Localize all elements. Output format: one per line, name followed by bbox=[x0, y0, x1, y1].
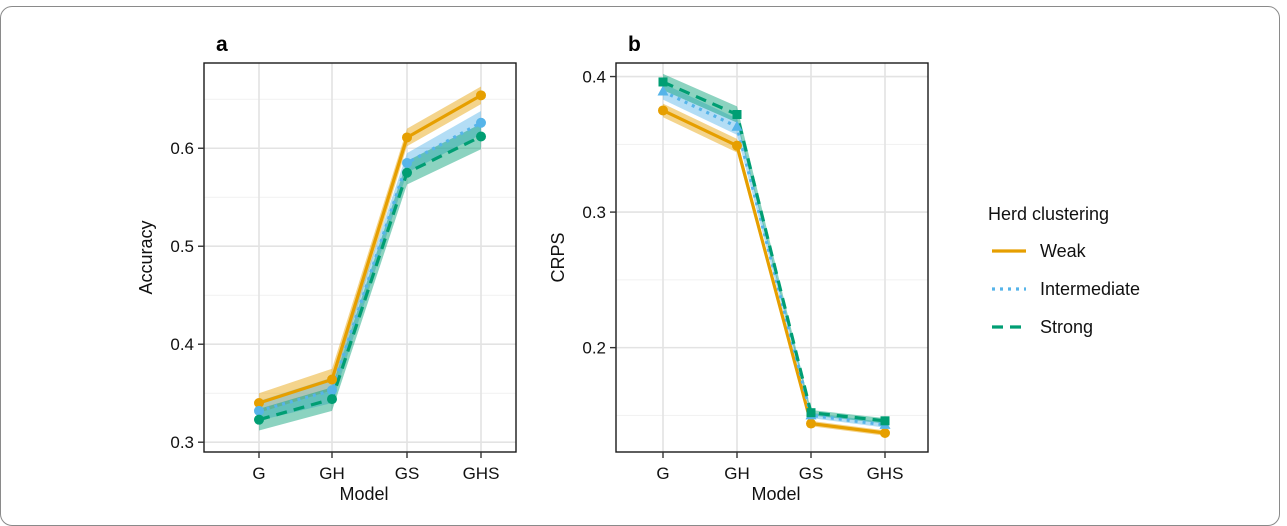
series-line-a-strong bbox=[258, 135, 482, 422]
x-axis-title-a: Model bbox=[339, 484, 388, 504]
y-tick-label-b-1: 0.3 bbox=[582, 203, 606, 222]
panel-border-b bbox=[615, 62, 929, 453]
legend-label-weak: Weak bbox=[1040, 241, 1087, 261]
y-axis-title-a: Accuracy bbox=[136, 220, 156, 294]
x-tick-label-b-1: GH bbox=[724, 464, 750, 483]
series-line-b-weak bbox=[662, 108, 886, 435]
point-b-intermediate-gh bbox=[731, 120, 743, 131]
plot-area-a bbox=[204, 63, 516, 452]
panel-b-crps: 0.2 0.3 0.4 G GH GS GHS Model CRPS b bbox=[548, 33, 929, 504]
point-a-weak-gh bbox=[327, 374, 337, 385]
y-axis-title-b: CRPS bbox=[548, 232, 568, 282]
y-tick-label-a-3: 0.6 bbox=[170, 139, 194, 158]
point-a-weak-ghs bbox=[476, 90, 486, 101]
series-line-b-intermediate bbox=[662, 90, 886, 427]
x-tick-label-b-0: G bbox=[656, 464, 669, 483]
point-a-strong-gs bbox=[402, 167, 412, 178]
point-b-strong-ghs bbox=[880, 416, 890, 426]
y-tick-label-b-2: 0.4 bbox=[582, 68, 606, 87]
ribbon-a-strong bbox=[259, 123, 481, 431]
panel-label-b: b bbox=[628, 33, 641, 56]
point-b-weak-gh bbox=[732, 140, 742, 151]
panel-border-a bbox=[203, 62, 517, 453]
point-b-strong-gh bbox=[732, 110, 742, 120]
x-tick-label-a-2: GS bbox=[395, 464, 420, 483]
y-tick-label-b-0: 0.2 bbox=[582, 339, 606, 358]
point-b-intermediate-g bbox=[657, 85, 669, 96]
ribbon-a-weak bbox=[259, 86, 481, 413]
y-tick-label-a-2: 0.5 bbox=[170, 237, 194, 256]
point-a-intermediate-ghs bbox=[476, 117, 486, 128]
point-a-strong-gh bbox=[327, 394, 337, 405]
point-a-intermediate-gs bbox=[402, 157, 412, 168]
series-line-b-strong bbox=[662, 80, 886, 423]
y-tick-label-a-1: 0.4 bbox=[170, 335, 194, 354]
legend-label-intermediate: Intermediate bbox=[1040, 279, 1140, 299]
x-tick-label-a-0: G bbox=[252, 464, 265, 483]
legend: Herd clustering Weak Intermediate Strong bbox=[988, 204, 1140, 337]
legend-label-strong: Strong bbox=[1040, 317, 1093, 337]
point-b-weak-gs bbox=[806, 418, 816, 429]
x-tick-label-a-1: GH bbox=[319, 464, 345, 483]
point-a-strong-g bbox=[254, 414, 264, 425]
x-tick-label-b-2: GS bbox=[799, 464, 824, 483]
x-axis-title-b: Model bbox=[751, 484, 800, 504]
point-a-intermediate-gh bbox=[327, 385, 337, 396]
y-tick-label-a-0: 0.3 bbox=[170, 433, 194, 452]
series-line-a-weak bbox=[258, 93, 482, 405]
point-a-weak-g bbox=[254, 398, 264, 409]
ribbon-a-intermediate bbox=[259, 111, 481, 421]
point-b-weak-g bbox=[658, 105, 668, 116]
point-a-weak-gs bbox=[402, 132, 412, 143]
point-b-strong-gs bbox=[806, 408, 816, 418]
panel-label-a: a bbox=[216, 33, 228, 56]
panel-a-accuracy: 0.3 0.4 0.5 0.6 G GH GS GHS Model Accuracy a bbox=[136, 33, 517, 504]
x-tick-label-a-3: GHS bbox=[463, 464, 500, 483]
point-b-weak-ghs bbox=[880, 428, 890, 439]
x-tick-label-b-3: GHS bbox=[867, 464, 904, 483]
point-a-strong-ghs bbox=[476, 131, 486, 142]
point-b-strong-g bbox=[658, 77, 668, 87]
point-a-intermediate-g bbox=[254, 405, 264, 416]
legend-title: Herd clustering bbox=[988, 204, 1109, 224]
